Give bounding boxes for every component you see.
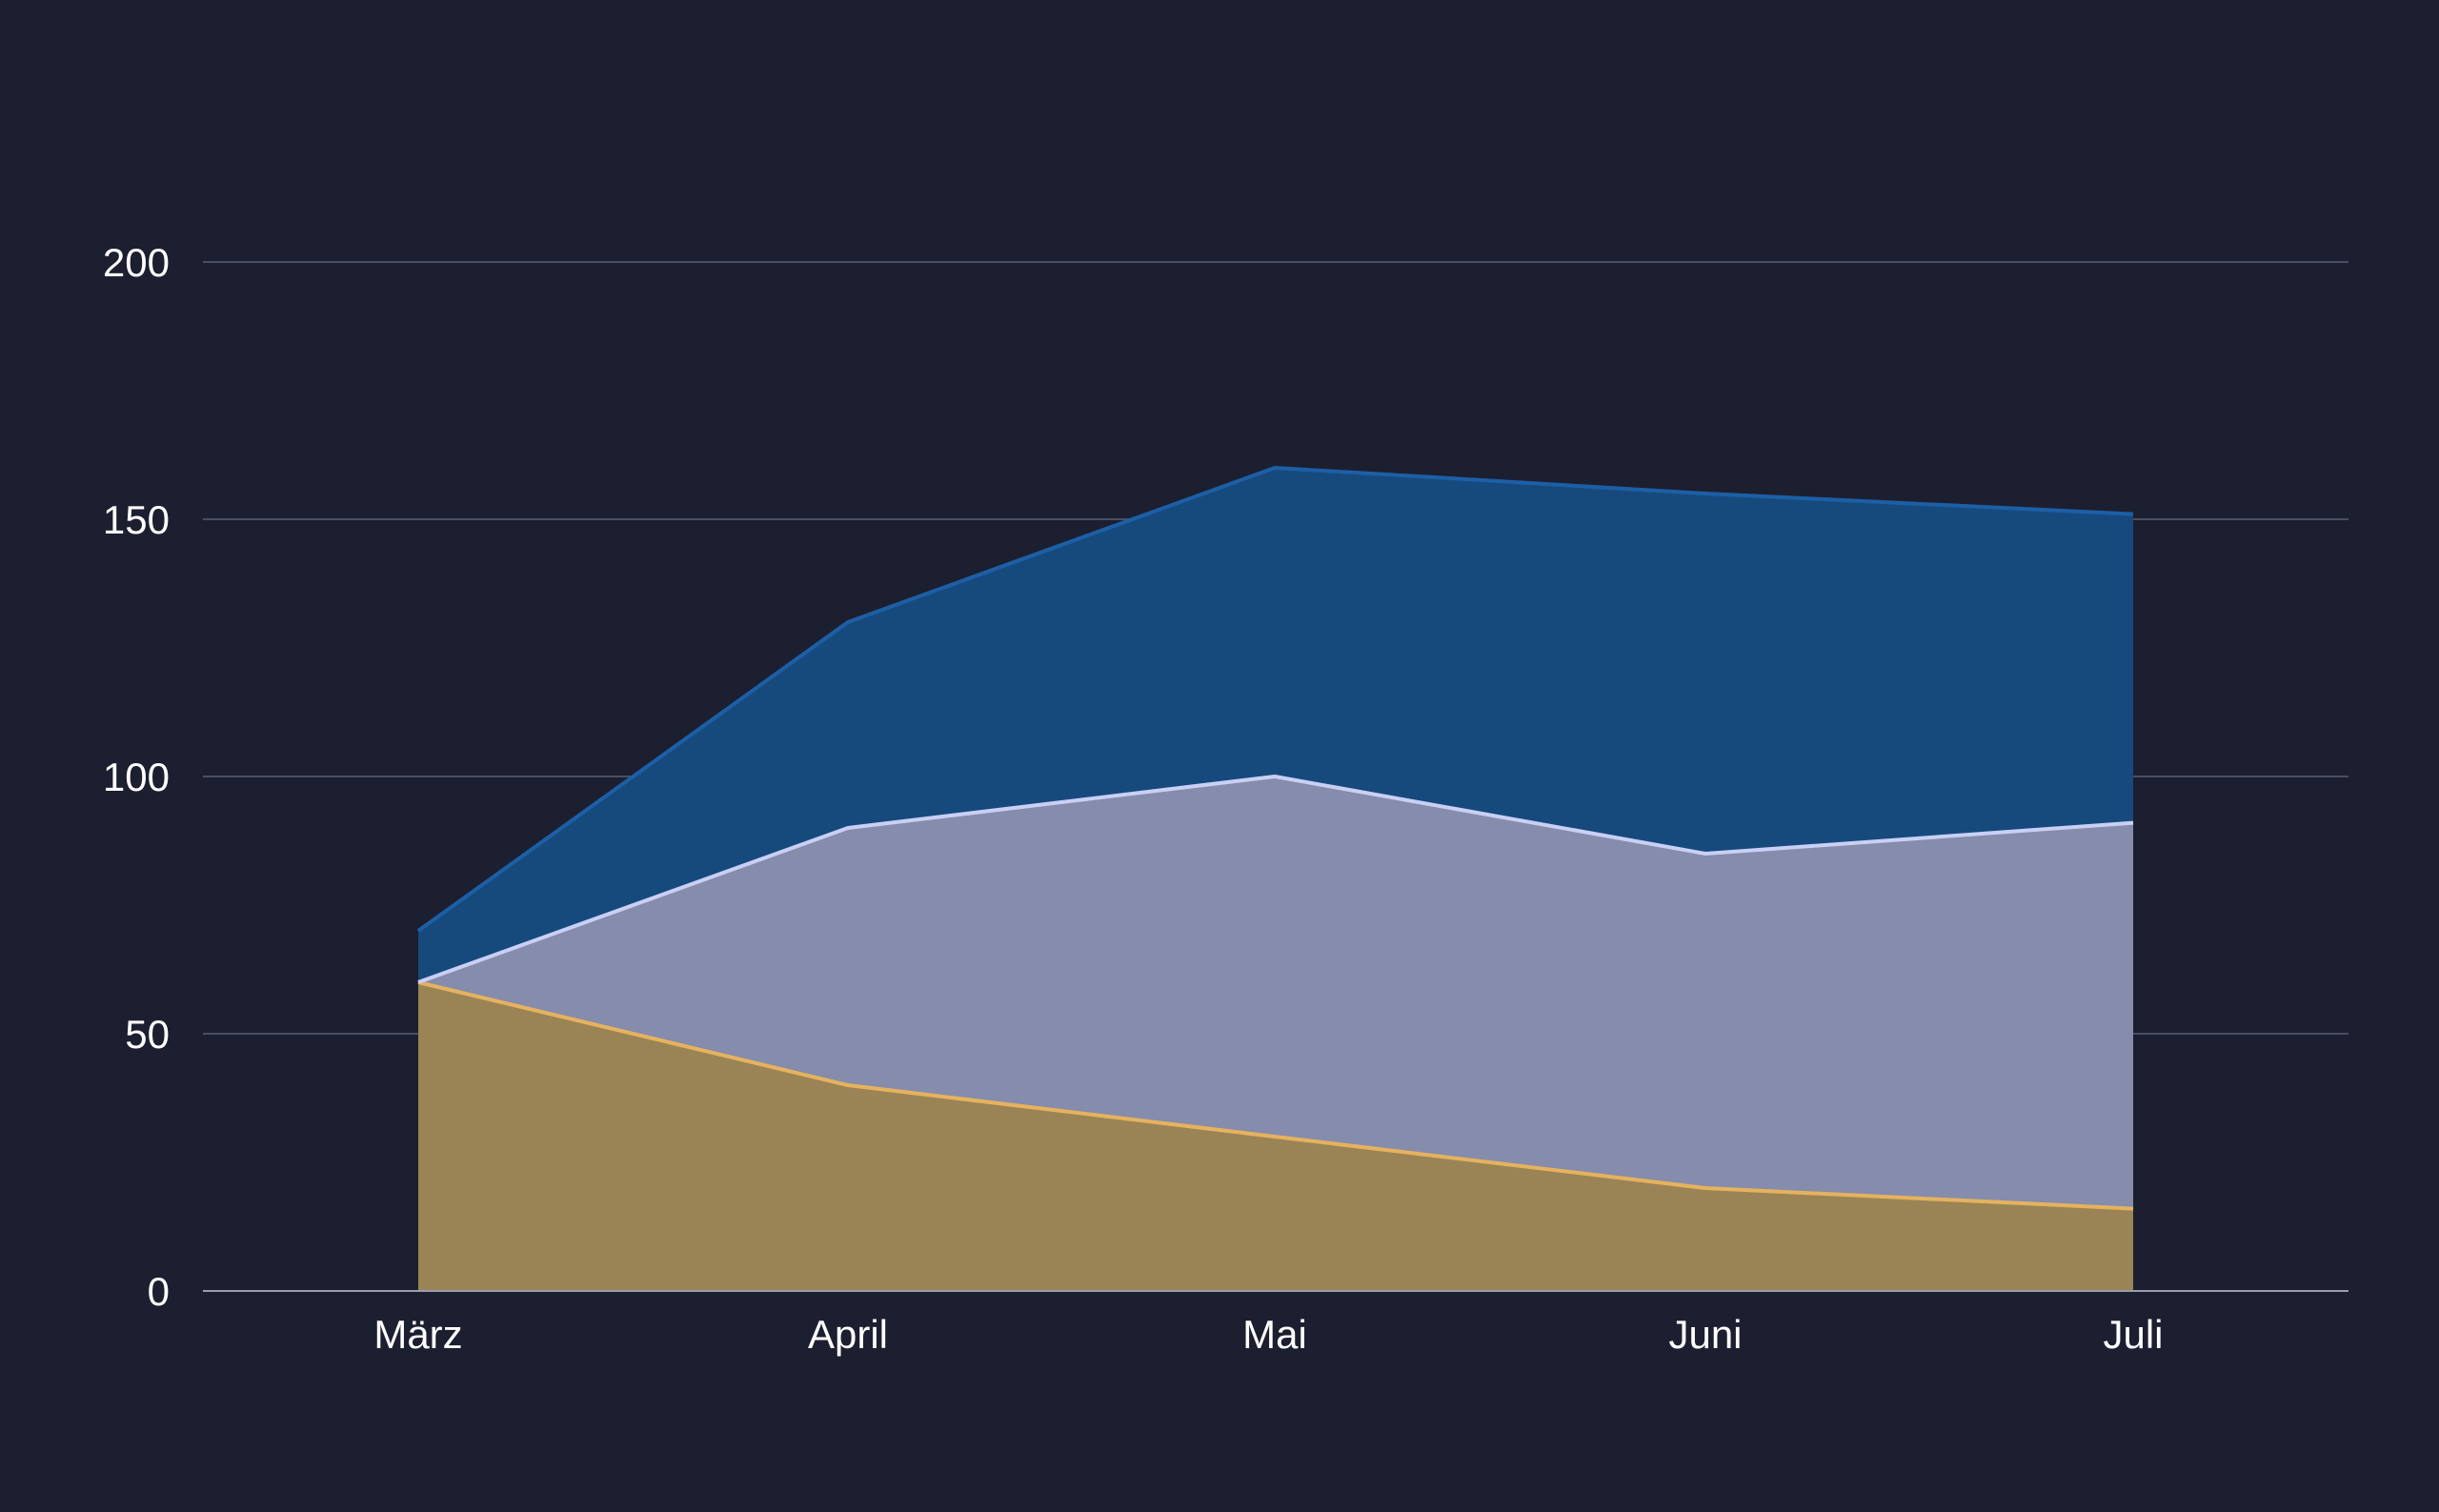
line-layer (416, 466, 2134, 1211)
axis-layer: 0 50 100 150 200 März April Mai Juni Juli (103, 240, 2348, 1357)
y-tick-label: 200 (103, 240, 170, 285)
y-tick-label: 50 (125, 1012, 170, 1057)
y-tick-label: 0 (148, 1269, 170, 1314)
x-tick-label: März (373, 1312, 462, 1357)
area-series-2 (418, 776, 2133, 1209)
area-layer (418, 468, 2133, 1291)
x-tick-label: Juli (2103, 1312, 2163, 1357)
area-series-1 (418, 982, 2133, 1291)
x-tick-label: April (808, 1312, 888, 1357)
x-tick-label: Juni (1668, 1312, 1742, 1357)
y-tick-label: 100 (103, 755, 170, 799)
area-series-3 (418, 468, 2133, 982)
y-tick-label: 150 (103, 497, 170, 542)
x-tick-label: Mai (1242, 1312, 1307, 1357)
